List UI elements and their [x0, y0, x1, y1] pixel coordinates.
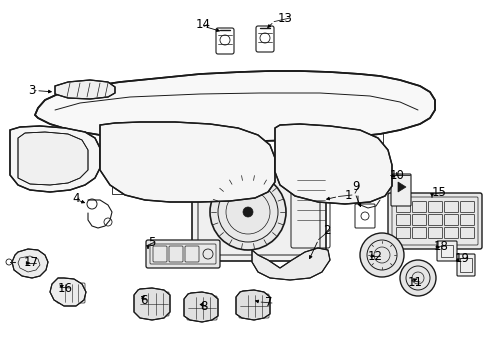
Polygon shape: [251, 248, 329, 280]
Text: 1: 1: [345, 189, 352, 202]
Circle shape: [243, 207, 252, 217]
Text: 18: 18: [433, 239, 448, 252]
FancyBboxPatch shape: [390, 174, 410, 206]
Polygon shape: [10, 126, 100, 192]
Text: 9: 9: [351, 180, 359, 193]
Polygon shape: [134, 288, 170, 320]
Polygon shape: [397, 182, 405, 192]
Polygon shape: [55, 80, 115, 99]
Bar: [283, 167, 337, 195]
Polygon shape: [183, 292, 218, 322]
Text: 7: 7: [264, 297, 272, 310]
Text: 2: 2: [323, 224, 330, 237]
Bar: [283, 133, 337, 163]
Text: 14: 14: [196, 18, 210, 31]
Polygon shape: [236, 290, 269, 320]
Polygon shape: [274, 124, 391, 204]
Circle shape: [209, 174, 285, 250]
Bar: [440, 245, 452, 257]
Bar: [342, 167, 382, 195]
Polygon shape: [35, 71, 434, 141]
Bar: [342, 133, 382, 163]
Text: 16: 16: [58, 282, 73, 294]
Text: 4: 4: [72, 192, 80, 204]
Bar: [112, 162, 192, 194]
Bar: [459, 258, 471, 272]
FancyBboxPatch shape: [436, 241, 456, 261]
FancyBboxPatch shape: [192, 155, 325, 261]
Bar: [200, 162, 264, 194]
Text: 15: 15: [431, 185, 446, 198]
Text: 10: 10: [389, 168, 404, 181]
Polygon shape: [18, 132, 88, 185]
Text: 19: 19: [454, 252, 469, 265]
Text: 13: 13: [278, 12, 292, 24]
Polygon shape: [50, 278, 86, 306]
Text: 8: 8: [200, 301, 207, 314]
Text: 12: 12: [367, 249, 382, 262]
Text: 17: 17: [24, 256, 39, 270]
Text: 6: 6: [140, 293, 147, 306]
Text: 11: 11: [407, 275, 422, 288]
Polygon shape: [100, 122, 274, 202]
Circle shape: [399, 260, 435, 296]
Text: 5: 5: [148, 235, 155, 248]
FancyBboxPatch shape: [456, 254, 474, 276]
FancyBboxPatch shape: [146, 240, 220, 268]
Text: 3: 3: [28, 84, 35, 96]
FancyBboxPatch shape: [387, 193, 481, 249]
Bar: [112, 128, 192, 158]
Polygon shape: [12, 249, 48, 278]
Bar: [200, 128, 264, 158]
Circle shape: [359, 233, 403, 277]
